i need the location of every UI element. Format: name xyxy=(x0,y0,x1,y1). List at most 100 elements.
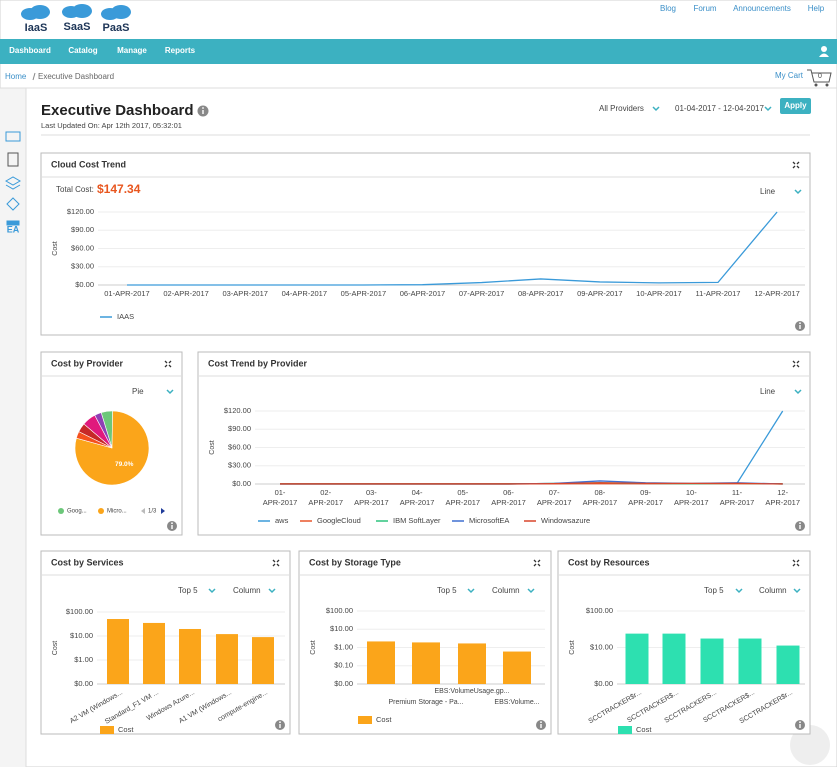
x-tick-label: 10-APR-2017 xyxy=(636,289,681,298)
icon[interactable] xyxy=(6,197,20,211)
top-n-selector[interactable]: Top 5 xyxy=(704,586,724,595)
info-icon xyxy=(799,724,801,728)
dropdown-chevron[interactable] xyxy=(793,588,801,594)
top-link[interactable]: Blog xyxy=(660,4,676,13)
y-tick-label: $0.00 xyxy=(75,280,94,289)
expand-icon[interactable] xyxy=(792,161,800,169)
bar xyxy=(776,645,800,684)
breadcrumb-link[interactable]: Home xyxy=(5,72,27,81)
legend-label[interactable]: IBM SoftLayer xyxy=(393,516,441,525)
dropdown-chevron[interactable] xyxy=(764,106,772,112)
top-n-selector[interactable]: Top 5 xyxy=(437,586,457,595)
dropdown-chevron[interactable] xyxy=(166,389,174,395)
expand-icon[interactable] xyxy=(533,559,541,567)
chart-type-selector[interactable]: Column xyxy=(233,586,261,595)
apply-button[interactable] xyxy=(780,98,811,114)
top-link[interactable]: Announcements xyxy=(733,4,791,13)
icon[interactable] xyxy=(6,220,20,226)
legend-label[interactable]: Cost xyxy=(376,715,392,724)
legend-label[interactable]: Micro... xyxy=(107,509,127,515)
legend-label[interactable]: MicrosoftEA xyxy=(469,516,509,525)
legend-label[interactable]: IAAS xyxy=(117,312,134,321)
panel-title: Cost by Storage Type xyxy=(309,557,401,567)
info-icon xyxy=(799,525,801,529)
logo-text: SaaS xyxy=(64,21,91,33)
chart-type-selector[interactable]: Column xyxy=(492,586,520,595)
x-tick-label: 06-APR-2017 xyxy=(400,289,445,298)
expand-icon[interactable] xyxy=(792,360,800,368)
info-icon xyxy=(799,325,801,329)
legend-swatch xyxy=(358,716,372,724)
dropdown-chevron[interactable] xyxy=(794,189,802,195)
sidebar-icons[interactable] xyxy=(4,131,22,226)
bar xyxy=(107,619,129,684)
legend-label[interactable]: Windowsazure xyxy=(541,516,590,525)
legend-label[interactable]: Cost xyxy=(636,725,652,734)
dropdown-chevron[interactable] xyxy=(268,588,276,594)
scroll-top-button[interactable] xyxy=(790,725,830,765)
bar xyxy=(179,628,201,684)
dropdown-chevron[interactable] xyxy=(794,389,802,395)
top-n-selector[interactable]: Top 5 xyxy=(178,586,198,595)
logo[interactable] xyxy=(21,4,131,20)
nav-item[interactable]: Dashboard xyxy=(9,46,51,55)
x-tick-label-line: 09- xyxy=(640,488,651,497)
legend-label[interactable]: Goog... xyxy=(67,509,87,515)
x-tick-label-line: 06- xyxy=(503,488,514,497)
x-tick-label-line: 08- xyxy=(594,488,605,497)
provider-filter[interactable]: All Providers xyxy=(599,104,644,113)
nav-item[interactable]: Reports xyxy=(165,46,196,55)
icon[interactable] xyxy=(4,176,22,190)
x-tick-label-line: 10- xyxy=(686,488,697,497)
apply-label[interactable]: Apply xyxy=(784,101,807,110)
x-tick-label: 02-APR-2017 xyxy=(163,289,208,298)
legend-label[interactable]: GoogleCloud xyxy=(317,516,361,525)
top-link[interactable]: Help xyxy=(808,4,825,13)
x-tick-label: 05-APR-2017 xyxy=(445,488,480,507)
legend-label[interactable]: Cost xyxy=(118,725,134,734)
x-tick-label-line: 03- xyxy=(366,488,377,497)
x-tick-label-line: 11- xyxy=(732,488,743,497)
cart-icon[interactable] xyxy=(807,69,832,83)
chart-type-selector[interactable]: Line xyxy=(760,387,776,396)
y-tick-label: $0.00 xyxy=(74,679,93,688)
info-icon xyxy=(202,110,204,114)
top-link[interactable]: Forum xyxy=(693,4,716,13)
icon[interactable] xyxy=(7,152,19,167)
dropdown-chevron[interactable] xyxy=(652,106,660,112)
info-icon xyxy=(279,724,281,728)
nav-item[interactable]: Manage xyxy=(117,46,147,55)
sidebar-badge[interactable]: EA xyxy=(7,224,20,234)
chart-type-selector[interactable]: Pie xyxy=(132,387,144,396)
x-tick-label: 07-APR-2017 xyxy=(537,488,572,507)
x-tick-label: 07-APR-2017 xyxy=(459,289,504,298)
y-tick-label: $100.00 xyxy=(326,606,353,615)
x-tick-label-line: 07- xyxy=(549,488,560,497)
x-tick-label-line: APR-2017 xyxy=(583,498,618,507)
bar xyxy=(662,633,686,684)
expand-icon[interactable] xyxy=(272,559,280,567)
legend-next[interactable] xyxy=(161,508,165,514)
cloud xyxy=(111,5,131,19)
dropdown-chevron[interactable] xyxy=(208,588,216,594)
y-tick-label: $0.00 xyxy=(334,679,353,688)
cart-link[interactable]: My Cart xyxy=(775,71,804,80)
nav-item[interactable]: Catalog xyxy=(68,46,97,55)
expand-icon[interactable] xyxy=(164,360,172,368)
x-tick-label: 02-APR-2017 xyxy=(308,488,343,507)
bar xyxy=(738,638,762,684)
x-tick-label-line: APR-2017 xyxy=(720,498,755,507)
legend-label[interactable]: aws xyxy=(275,516,289,525)
chart-type-selector[interactable]: Line xyxy=(760,187,776,196)
dropdown-chevron[interactable] xyxy=(467,588,475,594)
expand-icon[interactable] xyxy=(792,559,800,567)
dropdown-chevron[interactable] xyxy=(735,588,743,594)
x-tick-label: 09-APR-2017 xyxy=(628,488,663,507)
x-tick-label: 04-APR-2017 xyxy=(282,289,327,298)
dropdown-chevron[interactable] xyxy=(527,588,535,594)
user-icon[interactable] xyxy=(821,46,827,52)
date-filter[interactable]: 01-04-2017 - 12-04-2017 xyxy=(675,104,765,113)
legend-prev[interactable] xyxy=(141,508,145,514)
icon[interactable] xyxy=(5,131,21,142)
chart-type-selector[interactable]: Column xyxy=(759,586,787,595)
